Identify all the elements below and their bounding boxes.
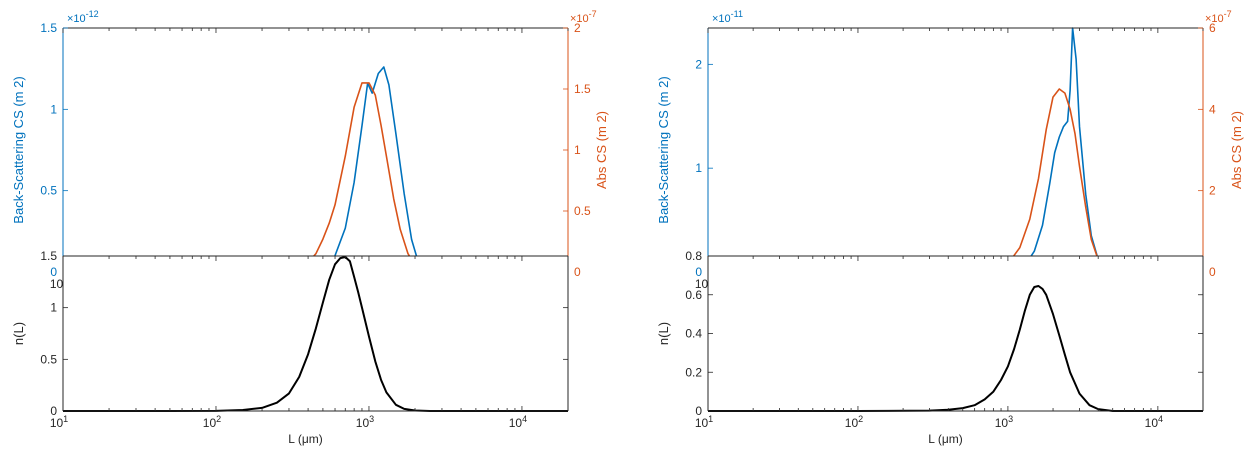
multiplier-exp: -12 <box>86 9 99 19</box>
x-tick-label: 102 <box>845 414 863 430</box>
axis-multiplier-right: ×10-7 <box>570 9 597 25</box>
multiplier-base: ×10 <box>712 13 731 25</box>
x-tick-exp: 4 <box>1158 414 1163 424</box>
y-tick-label-left: 0.2 <box>685 365 702 379</box>
plot-area <box>708 28 1203 272</box>
y-tick-label-right: 0 <box>1209 265 1216 279</box>
multiplier-exp: -7 <box>589 9 597 19</box>
y-axis-label-right: Abs CS (m 2) <box>1229 111 1244 189</box>
x-tick-exp: 2 <box>858 414 863 424</box>
x-tick-label: 101 <box>695 414 713 430</box>
x-axis-label: L (μm) <box>928 432 962 446</box>
x-tick-exp: 3 <box>1008 414 1013 424</box>
plot-area <box>63 28 568 272</box>
y-tick-label-left: 1.5 <box>40 249 57 263</box>
x-tick-label: 104 <box>1145 414 1163 430</box>
y-tick-label-left: 0.6 <box>685 288 702 302</box>
y-tick-label-left: 1 <box>695 161 702 175</box>
y-axis-label-left: n(L) <box>11 322 26 345</box>
y-tick-label-left: 0.5 <box>40 184 57 198</box>
x-tick-label: 103 <box>356 414 374 430</box>
x-tick-exp: 1 <box>708 414 713 424</box>
x-tick-exp: 1 <box>63 414 68 424</box>
x-tick-base: 10 <box>50 277 64 291</box>
x-axis-label: L (μm) <box>288 432 322 446</box>
x-tick-label: 102 <box>203 414 221 430</box>
y-axis-label-left: Back-Scattering CS (m 2) <box>656 76 671 223</box>
y-axis-label-left: Back-Scattering CS (m 2) <box>11 76 26 223</box>
x-tick-base: 10 <box>50 416 64 430</box>
y-tick-label-right: 4 <box>1209 102 1216 116</box>
x-tick-label: 104 <box>509 414 527 430</box>
plot-area <box>708 256 1203 411</box>
y-tick-label-left: 0.5 <box>40 352 57 366</box>
y-axis-label-left: n(L) <box>656 322 671 345</box>
y-tick-label-right: 2 <box>574 21 581 35</box>
chart-top-left: 10110210310400.511.500.511.52×10-12×10-7… <box>11 9 609 291</box>
y-tick-label-left: 0 <box>50 404 57 418</box>
x-tick-exp: 3 <box>369 414 374 424</box>
x-tick-base: 10 <box>509 416 523 430</box>
x-tick-label: 101 <box>50 414 68 430</box>
y-tick-label-right: 0.5 <box>574 204 591 218</box>
x-tick-base: 10 <box>845 416 859 430</box>
y-tick-label-left: 0.4 <box>685 327 702 341</box>
x-tick-base: 10 <box>356 416 370 430</box>
multiplier-base: ×10 <box>570 13 589 25</box>
x-tick-base: 10 <box>995 416 1009 430</box>
axis-multiplier-right: ×10-7 <box>1205 9 1232 25</box>
x-tick-base: 10 <box>695 416 709 430</box>
y-tick-label-left: 1.5 <box>40 21 57 35</box>
axis-multiplier-left: ×10-12 <box>67 9 99 25</box>
series-line-0 <box>708 285 1203 412</box>
x-tick-exp: 2 <box>216 414 221 424</box>
x-tick-label: 103 <box>995 414 1013 430</box>
y-tick-label-left: 0 <box>695 265 702 279</box>
y-tick-label-right: 6 <box>1209 21 1216 35</box>
y-tick-label-left: 0.8 <box>685 249 702 263</box>
axis-multiplier-left: ×10-11 <box>712 9 743 25</box>
chart-top-right: 1011021031040120246×10-11×10-7Back-Scatt… <box>656 9 1244 291</box>
x-tick-base: 10 <box>203 416 217 430</box>
x-tick-base: 10 <box>695 277 709 291</box>
y-tick-label-left: 1 <box>50 102 57 116</box>
y-tick-label-right: 1.5 <box>574 82 591 96</box>
multiplier-base: ×10 <box>67 13 86 25</box>
x-tick-base: 10 <box>1145 416 1159 430</box>
y-axis-label-right: Abs CS (m 2) <box>594 111 609 189</box>
y-tick-label-right: 2 <box>1209 184 1216 198</box>
y-tick-label-left: 0 <box>695 404 702 418</box>
y-tick-label-right: 0 <box>574 265 581 279</box>
y-tick-label-left: 1 <box>50 301 57 315</box>
plot-area <box>63 256 568 411</box>
multiplier-exp: -7 <box>1224 9 1232 19</box>
y-tick-label-left: 0 <box>50 265 57 279</box>
multiplier-base: ×10 <box>1205 13 1224 25</box>
y-tick-label-left: 2 <box>695 57 702 71</box>
y-tick-label-right: 1 <box>574 143 581 157</box>
x-tick-exp: 4 <box>522 414 527 424</box>
multiplier-exp: -11 <box>731 9 743 19</box>
